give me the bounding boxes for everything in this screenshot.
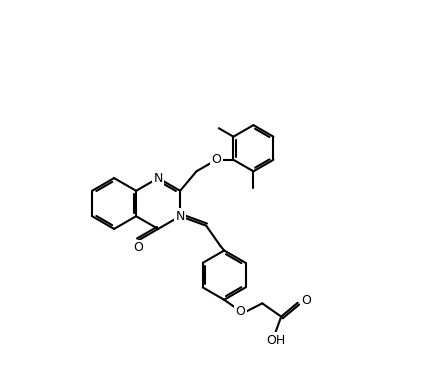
Text: O: O: [301, 294, 312, 307]
Text: OH: OH: [266, 334, 285, 347]
Text: N: N: [176, 210, 185, 223]
Text: O: O: [212, 153, 221, 166]
Text: N: N: [153, 172, 163, 185]
Text: O: O: [236, 305, 245, 318]
Text: O: O: [133, 241, 143, 254]
